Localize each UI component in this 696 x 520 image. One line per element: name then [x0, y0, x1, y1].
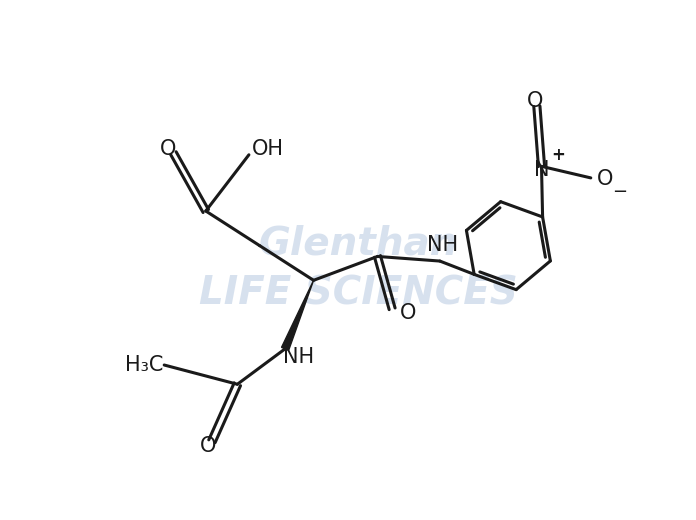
Text: NH: NH [283, 346, 314, 367]
Text: NH: NH [427, 235, 458, 255]
Text: Glenthan
LIFE SCIENCES: Glenthan LIFE SCIENCES [199, 225, 518, 313]
Polygon shape [282, 280, 314, 350]
Text: O: O [400, 303, 416, 322]
Text: H₃C: H₃C [125, 355, 164, 375]
Text: O: O [596, 170, 612, 189]
Text: O: O [160, 139, 176, 160]
Text: +: + [551, 146, 565, 164]
Text: −: − [612, 183, 628, 201]
Text: N: N [534, 160, 549, 180]
Text: O: O [200, 436, 216, 456]
Text: O: O [527, 91, 544, 111]
Text: OH: OH [252, 139, 284, 160]
